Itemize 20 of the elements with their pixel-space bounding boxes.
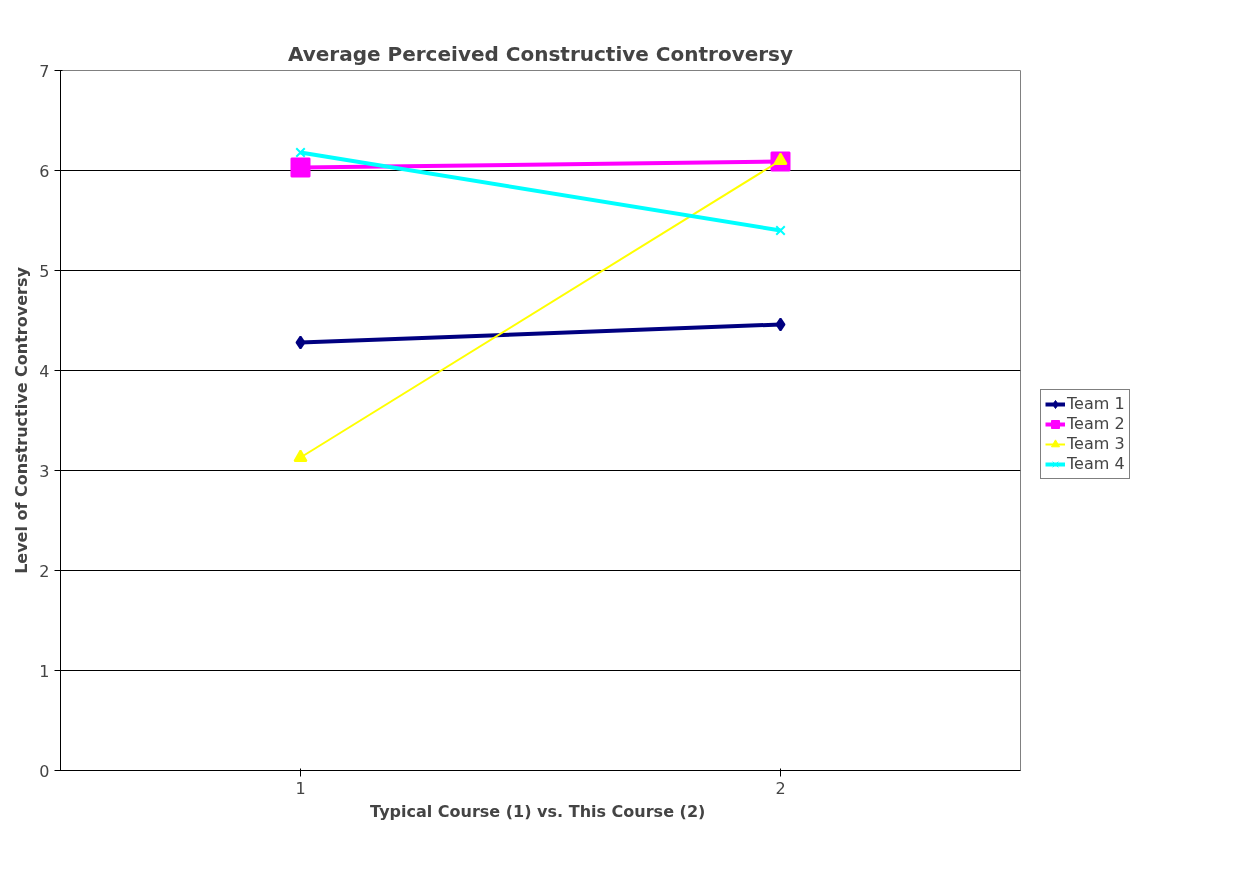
point bbox=[295, 335, 306, 350]
y-tick-label: 6 bbox=[39, 161, 50, 181]
y-tick-label: 1 bbox=[39, 661, 50, 681]
y-tick-label: 5 bbox=[39, 261, 50, 281]
y-tick-label: 0 bbox=[39, 761, 50, 781]
legend-label: Team 3 bbox=[1067, 434, 1125, 453]
x-axis-title: Typical Course (1) vs. This Course (2) bbox=[370, 801, 706, 821]
y-tick-label: 7 bbox=[39, 61, 50, 81]
point bbox=[295, 147, 306, 158]
legend-label: Team 4 bbox=[1067, 454, 1125, 473]
point bbox=[775, 317, 786, 332]
y-tick-label: 2 bbox=[39, 561, 50, 581]
y-tick-label: 3 bbox=[39, 461, 50, 481]
point bbox=[290, 157, 311, 178]
y-tick-label: 4 bbox=[39, 361, 50, 381]
y-axis-title: Level of Constructive Controversy bbox=[12, 266, 32, 574]
point bbox=[775, 225, 786, 236]
legend-label: Team 2 bbox=[1067, 414, 1125, 433]
legend-label: Team 1 bbox=[1067, 394, 1125, 413]
chart-title: Average Perceived Constructive Controversy bbox=[287, 41, 794, 66]
